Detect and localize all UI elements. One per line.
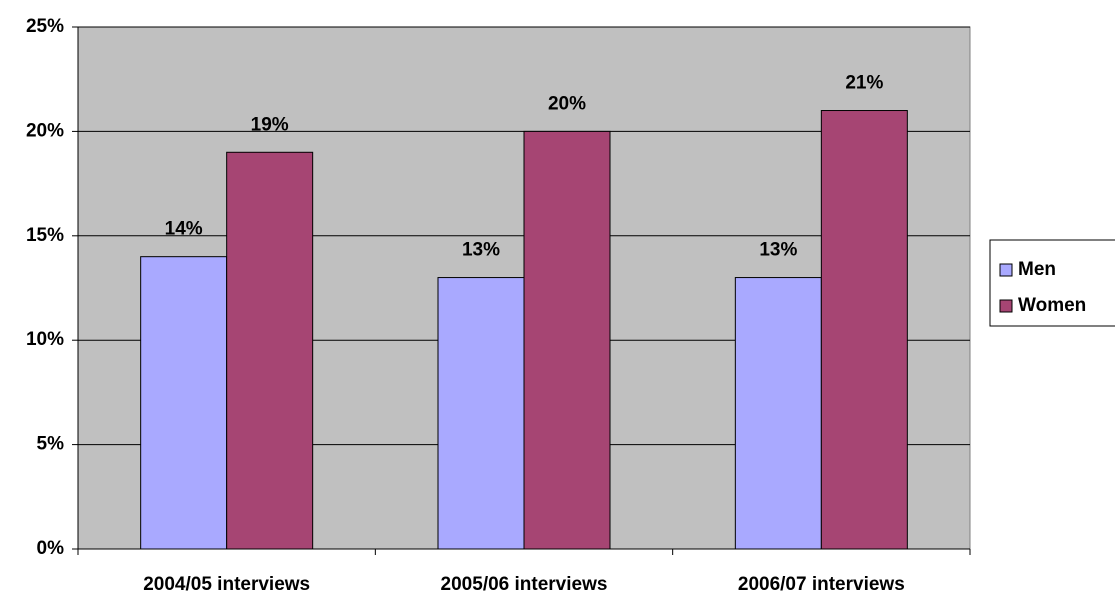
y-tick-label: 10%: [26, 329, 64, 350]
x-tick-label: 2005/06 interviews: [441, 574, 608, 595]
value-label: 14%: [165, 219, 203, 240]
legend-swatch: [999, 263, 1013, 277]
bar: [523, 130, 611, 550]
legend-label: Men: [1018, 259, 1056, 280]
bar: [226, 151, 314, 550]
x-tick-label: 2004/05 interviews: [143, 574, 310, 595]
y-tick-label: 20%: [26, 120, 64, 141]
value-label: 13%: [462, 240, 500, 261]
bar: [734, 277, 822, 550]
y-tick-label: 5%: [37, 434, 65, 455]
value-label: 13%: [759, 240, 797, 261]
value-label: 21%: [845, 73, 883, 94]
y-tick-label: 0%: [37, 538, 65, 559]
bar: [820, 110, 908, 550]
x-tick-label: 2006/07 interviews: [738, 574, 905, 595]
y-tick-label: 25%: [26, 16, 64, 37]
legend-swatch: [999, 299, 1013, 313]
legend-label: Women: [1018, 295, 1086, 316]
bar: [437, 277, 525, 550]
value-label: 20%: [548, 93, 586, 114]
y-tick-label: 15%: [26, 225, 64, 246]
value-label: 19%: [251, 114, 289, 135]
bar: [140, 256, 228, 550]
